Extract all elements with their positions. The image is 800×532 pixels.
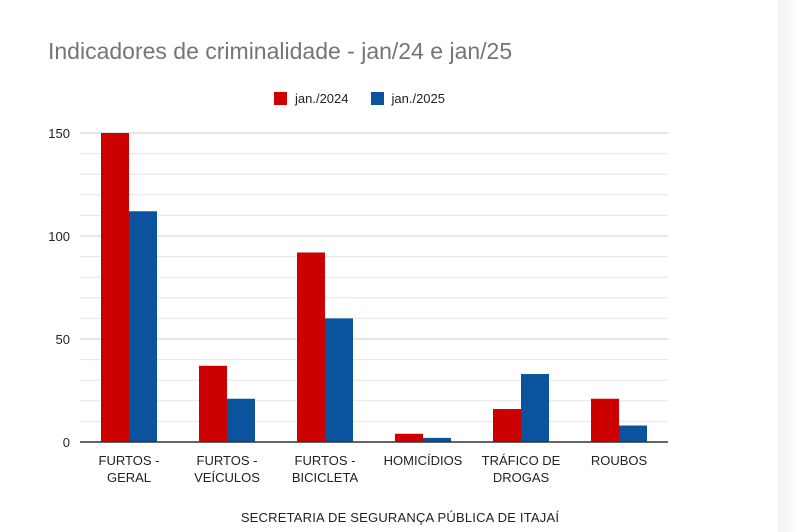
legend-label-2025: jan./2025 <box>391 90 446 106</box>
bar <box>423 437 451 442</box>
y-tick-label: 50 <box>56 332 70 347</box>
x-tick-label: DROGAS <box>493 470 550 485</box>
bar <box>297 252 325 442</box>
legend-swatch-2025 <box>370 91 384 105</box>
x-tick-label: VEÍCULOS <box>194 470 260 485</box>
bar <box>101 133 129 442</box>
axis-layer: 0 50 100 150 FURTOS - GERAL FURTOS - VEÍCULOS FU… <box>48 126 668 485</box>
bar <box>325 318 353 442</box>
x-tick-label: BICICLETA <box>292 470 359 485</box>
x-axis-title: SECRETARIA DE SEGURANÇA PÚBLICA DE ITAJA… <box>240 510 560 525</box>
legend-label-2024: jan./2024 <box>295 90 349 106</box>
bar <box>227 398 255 442</box>
grid-layer <box>80 132 668 422</box>
legend-item-2025: jan./2025 <box>370 90 446 106</box>
bar <box>493 409 521 442</box>
x-tick-label: ROUBOS <box>591 453 648 468</box>
chart-title: Indicadores de criminalidade - jan/24 e … <box>48 38 513 64</box>
legend-swatch-2024 <box>274 91 287 105</box>
bar <box>591 398 619 442</box>
x-tick-label: GERAL <box>107 470 151 485</box>
window-edge <box>778 0 800 532</box>
y-tick-label: 100 <box>48 229 70 244</box>
y-tick-label: 0 <box>63 435 70 450</box>
bar <box>395 433 423 442</box>
x-tick-label: FURTOS - <box>99 453 160 468</box>
bar <box>619 425 647 442</box>
x-tick-label: HOMICÍDIOS <box>384 453 463 468</box>
bar <box>521 374 549 442</box>
x-tick-label: FURTOS - <box>295 453 356 468</box>
bar <box>129 211 157 442</box>
y-tick-label: 150 <box>48 126 70 141</box>
bar-layer <box>101 133 647 442</box>
legend-item-2024: jan./2024 <box>274 91 349 106</box>
bar <box>199 365 227 442</box>
x-tick-label: TRÁFICO DE <box>482 453 561 468</box>
x-tick-label: FURTOS - <box>197 453 258 468</box>
legend: jan./2024 jan./2025 <box>274 88 467 108</box>
